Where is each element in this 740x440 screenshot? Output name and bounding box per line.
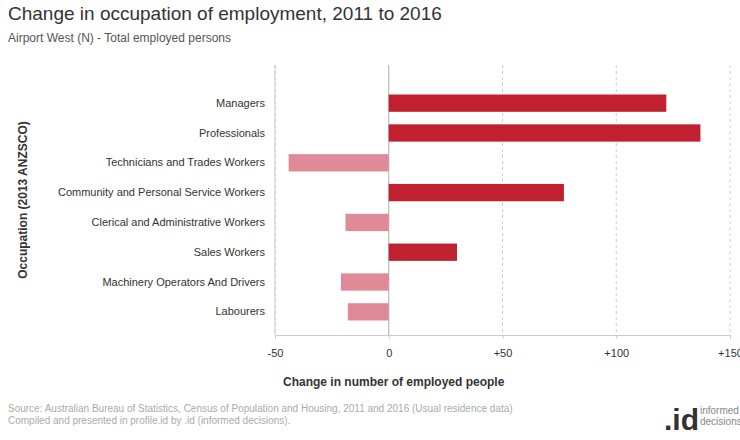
chart: Change in occupation of employment, 2011… xyxy=(0,0,740,440)
y-tick-label: Community and Personal Service Workers xyxy=(58,186,266,198)
x-tick: -50 xyxy=(268,335,284,359)
x-tick-mark xyxy=(616,335,617,339)
x-tick: +150 xyxy=(718,335,740,359)
x-tick-label: -50 xyxy=(268,347,284,359)
x-tick-mark xyxy=(389,335,390,339)
bar xyxy=(389,95,667,112)
x-tick-mark xyxy=(730,335,731,339)
grid-line xyxy=(275,65,276,335)
y-tick: Clerical and Administrative Workers xyxy=(92,216,266,228)
y-tick-label: Labourers xyxy=(215,305,265,317)
x-tick-mark xyxy=(275,335,276,339)
bar xyxy=(289,154,389,171)
y-tick-label: Technicians and Trades Workers xyxy=(106,156,266,168)
x-tick-mark xyxy=(503,335,504,339)
bar xyxy=(389,124,701,141)
y-tick-label: Clerical and Administrative Workers xyxy=(92,216,266,228)
y-axis-title: Occupation (2013 ANZSCO) xyxy=(16,121,30,279)
title: Change in occupation of employment, 2011… xyxy=(8,3,442,24)
y-tick: Community and Personal Service Workers xyxy=(58,186,266,198)
bar xyxy=(389,184,564,201)
y-tick: Professionals xyxy=(199,126,266,138)
y-axis-line xyxy=(275,65,276,335)
subtitle: Airport West (N) - Total employed person… xyxy=(8,31,231,45)
y-tick: Labourers xyxy=(215,305,265,317)
x-tick: +100 xyxy=(604,335,629,359)
x-tick-label: +150 xyxy=(718,347,740,359)
y-tick-label: Sales Workers xyxy=(194,246,266,258)
y-tick: Sales Workers xyxy=(194,246,266,258)
x-axis: -50 0 +50 +100 +150 xyxy=(268,335,740,359)
grid-line xyxy=(730,65,731,335)
x-tick-label: 0 xyxy=(386,347,392,359)
source: Source: Australian Bureau of Statistics,… xyxy=(8,403,513,414)
y-axis: Managers Professionals Technicians and Tra… xyxy=(58,65,275,335)
logo-mark: .id xyxy=(664,403,699,436)
y-tick-label: Professionals xyxy=(199,126,266,138)
x-axis-line xyxy=(276,336,731,340)
x-axis-title: Change in number of employed people xyxy=(283,375,505,389)
bar xyxy=(389,244,457,261)
x-tick: 0 xyxy=(386,335,392,359)
source: Compiled and presented in profile.id by … xyxy=(8,415,290,426)
grid xyxy=(275,65,730,335)
bar xyxy=(348,303,389,320)
logo-text: informeddecisions xyxy=(700,405,740,427)
y-tick-label: Machinery Operators And Drivers xyxy=(102,276,265,288)
y-tick: Machinery Operators And Drivers xyxy=(102,276,265,288)
y-tick-label: Managers xyxy=(216,97,265,109)
bars xyxy=(289,95,701,321)
y-tick: Technicians and Trades Workers xyxy=(106,156,266,168)
y-tick: Managers xyxy=(216,97,265,109)
bar xyxy=(346,214,389,231)
x-tick-label: +100 xyxy=(604,347,629,359)
bar xyxy=(341,273,389,290)
x-tick-label: +50 xyxy=(494,347,513,359)
x-tick: +50 xyxy=(494,335,513,359)
